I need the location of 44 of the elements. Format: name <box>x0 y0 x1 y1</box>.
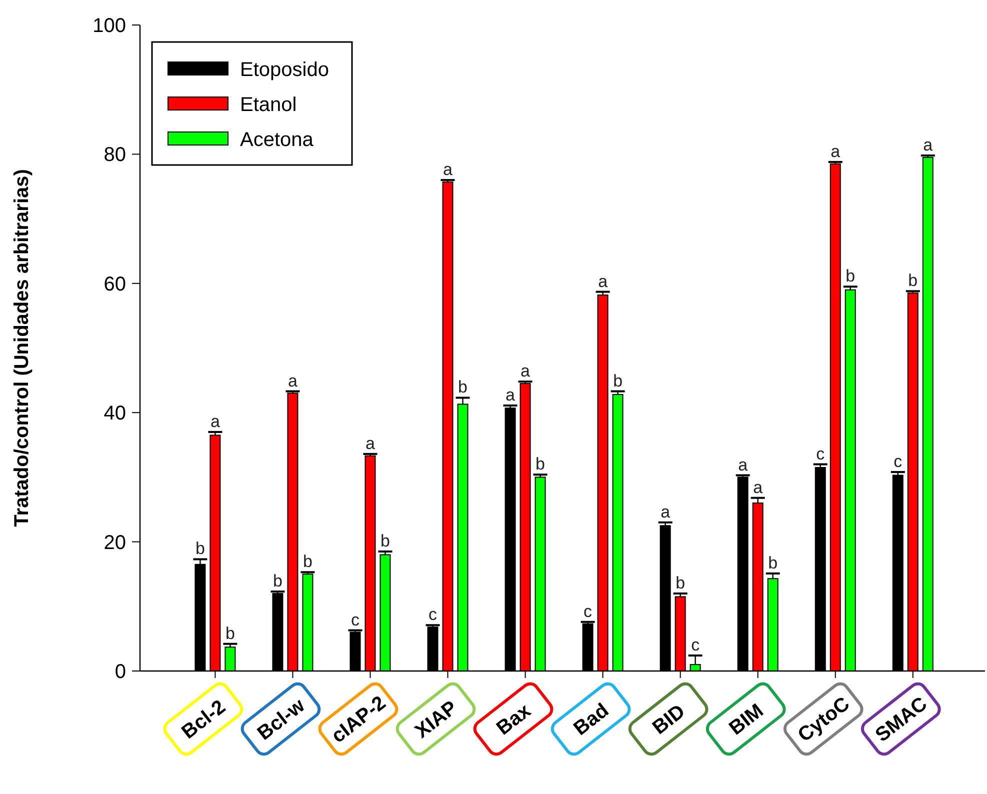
data-label: a <box>830 142 841 161</box>
data-label: a <box>443 160 454 180</box>
data-label: b <box>768 553 778 572</box>
data-label: a <box>923 135 934 154</box>
data-label: a <box>598 272 608 291</box>
y-tick-label: 80 <box>104 144 126 166</box>
data-label: a <box>210 412 220 431</box>
x-tick-label: Bax <box>492 700 536 740</box>
data-label: a <box>520 362 531 381</box>
legend-label: Acetona <box>240 129 314 151</box>
data-label: b <box>613 371 623 390</box>
x-tick-label: Bad <box>570 699 614 740</box>
data-label: b <box>908 271 918 290</box>
y-axis-title: Tratado/control (Unidades arbitrarias) <box>11 169 33 527</box>
data-label: b <box>536 454 546 474</box>
data-label: b <box>380 531 390 550</box>
y-tick-label: 100 <box>92 15 126 37</box>
y-tick-label: 0 <box>114 661 126 683</box>
data-label: b <box>225 624 235 643</box>
data-label: c <box>691 635 700 654</box>
y-tick-label: 60 <box>104 273 126 296</box>
legend-label: Etoposido <box>240 59 329 81</box>
data-label: a <box>660 502 671 522</box>
x-tick-label: BIM <box>725 700 768 740</box>
data-label: a <box>288 371 298 390</box>
data-label: a <box>753 478 764 497</box>
data-label: b <box>458 378 468 397</box>
data-label: c <box>350 610 360 630</box>
data-label: c <box>894 452 903 472</box>
data-label: a <box>506 385 516 404</box>
data-label: b <box>676 573 686 592</box>
legend-label: Etanol <box>240 94 297 116</box>
data-label: b <box>846 266 856 286</box>
y-tick-label: 40 <box>104 402 126 425</box>
data-label: c <box>428 605 438 624</box>
x-tick-label: BID <box>648 700 690 740</box>
data-label: a <box>366 434 376 453</box>
data-label: b <box>195 539 205 558</box>
data-label: b <box>302 552 312 572</box>
data-label: c <box>584 602 593 621</box>
y-tick-label: 20 <box>104 532 126 554</box>
data-label: a <box>738 455 748 474</box>
data-label: b <box>272 572 282 591</box>
data-label: c <box>816 444 826 464</box>
